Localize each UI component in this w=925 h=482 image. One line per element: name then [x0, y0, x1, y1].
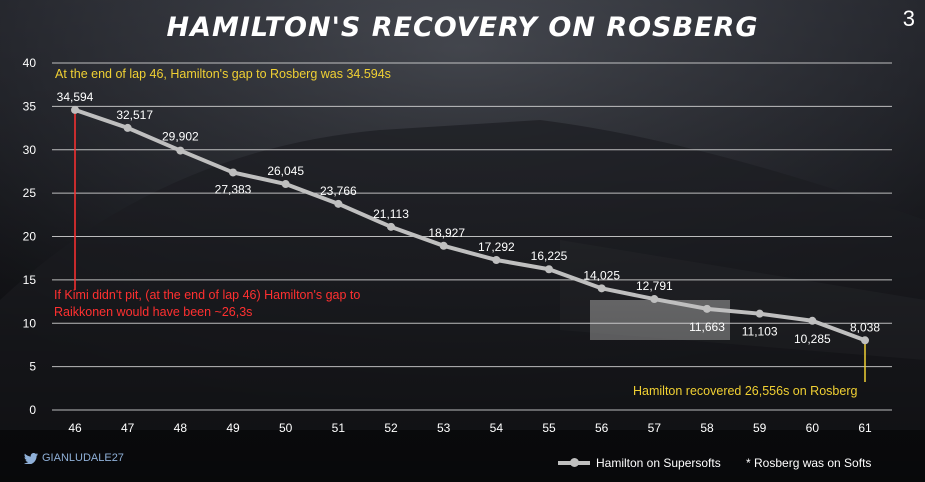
- data-point: [703, 304, 711, 313]
- annotation-kimi: If Kimi didn't pit, (at the end of lap 4…: [54, 288, 361, 319]
- data-label: 23,766: [320, 184, 357, 198]
- data-label: 14,025: [583, 268, 620, 282]
- x-tick-label: 59: [753, 421, 767, 435]
- data-point: [755, 309, 764, 318]
- x-tick-label: 54: [490, 421, 504, 435]
- data-point: [71, 105, 79, 114]
- page-number: 3: [902, 6, 915, 31]
- data-point: [387, 222, 395, 231]
- data-label: 26,045: [267, 164, 304, 178]
- data-label: 11,103: [742, 325, 778, 339]
- y-tick-label: 15: [23, 273, 37, 287]
- twitter-bird-icon: [24, 452, 38, 464]
- data-label: 29,902: [162, 130, 199, 144]
- y-tick-label: 5: [29, 360, 36, 374]
- y-tick-label: 35: [23, 99, 37, 113]
- x-tick-label: 49: [226, 421, 240, 435]
- data-point: [861, 336, 869, 345]
- data-point: [176, 146, 185, 155]
- data-point: [334, 199, 343, 208]
- data-label: 18,927: [428, 226, 465, 240]
- x-tick-label: 47: [121, 421, 135, 435]
- data-label: 11,663: [689, 320, 725, 334]
- x-tick-label: 50: [279, 421, 293, 435]
- data-label: 32,517: [116, 108, 153, 122]
- chart-title: HAMILTON'S RECOVERY ON ROSBERG: [166, 12, 759, 43]
- handle-text: GIANLUDALE27: [42, 452, 124, 464]
- x-tick-label: 51: [332, 421, 346, 435]
- x-tick-label: 52: [384, 421, 398, 435]
- data-label: 16,225: [531, 249, 568, 263]
- data-label: 21,113: [373, 207, 409, 221]
- data-point: [650, 295, 659, 304]
- x-tick-label: 61: [858, 421, 872, 435]
- data-label: 10,285: [794, 332, 831, 346]
- data-label: 27,383: [215, 182, 252, 196]
- annotation-recovered: Hamilton recovered 26,556s on Rosberg: [633, 384, 858, 398]
- data-point: [229, 168, 237, 177]
- data-point: [123, 123, 132, 132]
- data-label: 8,038: [850, 320, 880, 334]
- x-tick-label: 57: [648, 421, 662, 435]
- x-tick-label: 60: [806, 421, 820, 435]
- y-tick-label: 0: [29, 403, 36, 417]
- x-tick-label: 58: [700, 421, 714, 435]
- y-tick-label: 30: [23, 143, 37, 157]
- y-tick-label: 20: [23, 230, 37, 244]
- legend-line-swatch: [558, 458, 590, 467]
- data-label: 34,594: [57, 90, 94, 104]
- legend-label: Hamilton on Supersofts: [596, 456, 721, 470]
- x-tick-label: 53: [437, 421, 451, 435]
- data-point: [597, 284, 606, 293]
- series-line: [74, 108, 866, 343]
- legend: Hamilton on Supersofts: [558, 456, 721, 470]
- y-tick-label: 25: [23, 186, 37, 200]
- data-point: [492, 255, 501, 264]
- data-point: [439, 241, 448, 250]
- x-tick-label: 46: [68, 421, 82, 435]
- x-tick-label: 55: [542, 421, 556, 435]
- data-label: 12,791: [636, 279, 673, 293]
- twitter-handle[interactable]: GIANLUDALE27: [24, 452, 124, 464]
- y-tick-label: 40: [23, 56, 37, 70]
- annotation-top: At the end of lap 46, Hamilton's gap to …: [55, 67, 391, 81]
- x-tick-label: 56: [595, 421, 609, 435]
- footnote: * Rosberg was on Softs: [746, 456, 872, 470]
- x-tick-label: 48: [174, 421, 188, 435]
- data-point: [808, 316, 817, 325]
- data-label: 17,292: [478, 240, 515, 254]
- y-tick-label: 10: [23, 316, 37, 330]
- data-point: [281, 180, 290, 189]
- data-point: [545, 265, 553, 274]
